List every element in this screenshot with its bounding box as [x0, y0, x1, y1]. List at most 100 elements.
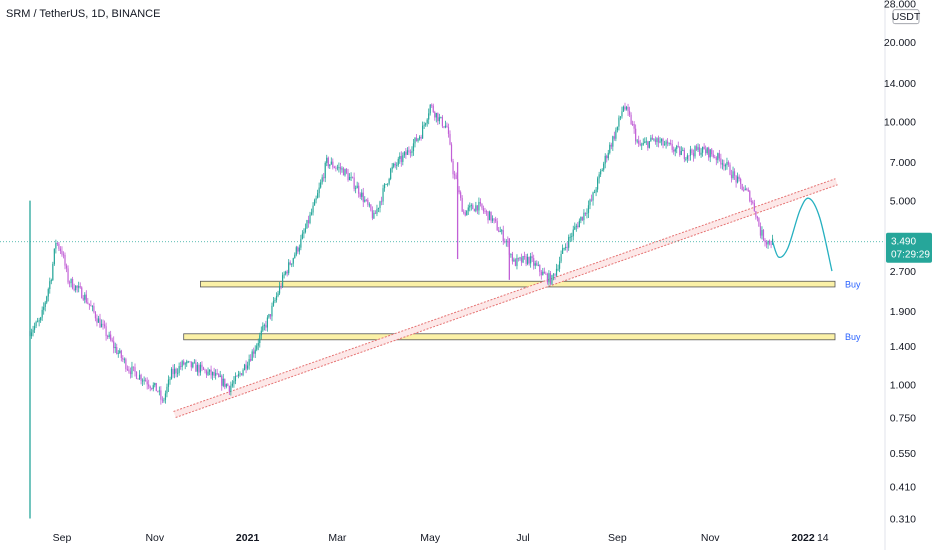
candle-body: [173, 368, 176, 375]
candle-body: [673, 149, 675, 152]
candle-body: [243, 364, 246, 371]
trendline: [175, 184, 838, 418]
candle: [180, 361, 182, 370]
candle-body: [108, 334, 110, 338]
candle: [656, 137, 658, 147]
candle: [423, 121, 425, 130]
candle: [364, 196, 366, 203]
candle-body: [709, 149, 711, 158]
candle: [135, 371, 138, 380]
candle: [749, 189, 751, 203]
candle: [240, 373, 243, 376]
candle: [365, 198, 367, 202]
candle: [70, 278, 72, 288]
candle-body: [589, 199, 591, 206]
candle-body: [566, 246, 568, 248]
candle: [768, 239, 771, 246]
price-tag-countdown: 07:29:29: [891, 250, 930, 261]
candle-body: [212, 372, 214, 376]
candle: [645, 137, 647, 146]
candle: [403, 150, 405, 158]
candle: [312, 202, 314, 216]
candle-body: [266, 317, 268, 328]
candle-body: [38, 320, 40, 322]
candle-body: [70, 278, 72, 284]
candle-body: [495, 219, 497, 222]
candle: [61, 246, 63, 257]
candle: [478, 197, 480, 215]
candle: [196, 361, 198, 376]
y-tick-label: 0.410: [890, 482, 916, 494]
candle-body: [399, 156, 401, 159]
candle-body: [481, 203, 483, 209]
candle-body: [56, 243, 58, 244]
candle-body: [172, 368, 174, 375]
candle: [272, 297, 275, 307]
candle-body: [361, 192, 363, 197]
candle-body: [379, 201, 381, 209]
y-tick-label: 1.900: [890, 306, 916, 318]
candle: [32, 325, 34, 337]
candle: [735, 175, 737, 188]
candle: [352, 176, 354, 179]
candle: [219, 370, 221, 378]
candle-body: [523, 256, 526, 257]
candle-body: [321, 177, 323, 183]
candle-body: [601, 169, 603, 172]
candle-body: [391, 166, 393, 170]
candle-body: [432, 105, 434, 112]
candle: [148, 379, 150, 390]
candle-body: [472, 205, 474, 210]
candle-body: [234, 375, 237, 382]
candle: [143, 376, 145, 385]
candle: [711, 147, 713, 157]
candle: [286, 269, 288, 277]
candle: [577, 222, 579, 229]
candle: [132, 366, 135, 372]
candle-body: [373, 212, 375, 219]
candle: [341, 166, 343, 173]
candle-body: [68, 282, 71, 284]
candle: [289, 260, 291, 266]
candle: [169, 376, 171, 385]
buy-zone-label: Buy: [845, 279, 861, 289]
candle: [72, 276, 74, 290]
y-tick-label: 0.310: [890, 514, 916, 526]
candle: [720, 153, 722, 169]
candle-body: [606, 155, 608, 159]
candle-body: [371, 210, 373, 219]
candle: [499, 226, 501, 233]
candle: [189, 361, 191, 363]
candle-body: [549, 273, 552, 284]
candle-body: [37, 321, 39, 323]
candle-body: [376, 208, 378, 214]
candle: [157, 390, 159, 393]
candle: [393, 162, 395, 169]
candle: [580, 216, 582, 224]
candle: [721, 159, 723, 170]
candle: [230, 381, 232, 396]
candle-body: [282, 275, 284, 287]
candle-body: [435, 112, 437, 118]
candle: [184, 362, 186, 370]
candle: [464, 209, 466, 217]
candle-body: [759, 226, 762, 236]
candle-body: [467, 207, 469, 211]
candle-body: [548, 273, 550, 283]
candle-body: [536, 263, 538, 266]
candle-body: [126, 369, 128, 370]
candle-body: [339, 167, 342, 170]
candle: [93, 302, 95, 314]
candle: [583, 209, 585, 225]
candle-body: [359, 193, 361, 197]
candle-body: [543, 271, 545, 274]
candle: [362, 187, 364, 208]
candle: [738, 174, 740, 182]
x-tick-label: Jul: [516, 532, 529, 544]
candle-body: [706, 147, 708, 154]
candle-body: [313, 200, 316, 206]
candle-body: [84, 294, 86, 300]
candle-body: [558, 261, 561, 269]
candle-body: [35, 321, 37, 327]
